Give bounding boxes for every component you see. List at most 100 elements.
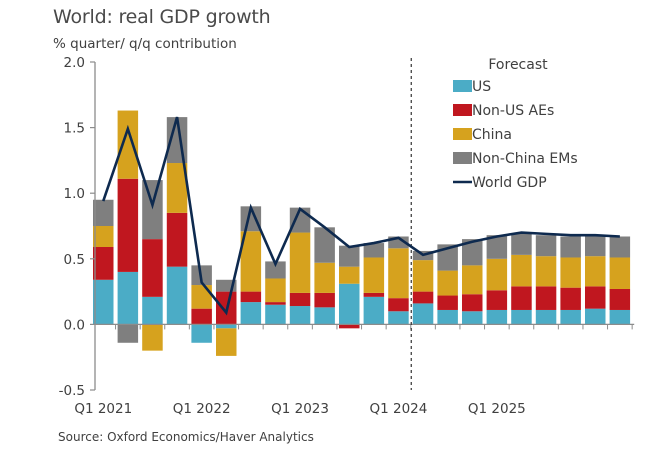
bar-segment-us — [560, 309, 581, 325]
bar-segment-china — [166, 163, 188, 213]
bar-segment-non-us-aes — [462, 294, 483, 312]
bar-segment-non-us-aes — [585, 286, 606, 309]
bar-segment-non-china-ems — [535, 235, 557, 257]
bar-segment-non-us-aes — [412, 291, 434, 304]
x-tick-label: Q1 2024 — [370, 401, 428, 417]
bar-segment-non-us-aes — [511, 286, 532, 310]
bar-segment-china — [560, 257, 581, 288]
bars-group — [93, 110, 631, 356]
bar-segment-non-us-aes — [265, 302, 286, 305]
bar-segment-non-china-ems — [363, 243, 385, 258]
legend-swatch-china — [453, 128, 472, 140]
bar-segment-china — [117, 110, 139, 179]
bar-segment-us — [511, 309, 532, 325]
bar-segment-non-china-ems — [609, 236, 631, 258]
legend-label: Non-US AEs — [472, 103, 554, 119]
bar-segment-us — [117, 271, 139, 325]
legend-label: World GDP — [472, 175, 547, 191]
bar-segment-us — [216, 324, 237, 329]
x-tick-label: Q1 2025 — [468, 401, 526, 417]
world-gdp-line-group — [102, 116, 620, 316]
bar-segment-china — [216, 328, 237, 356]
bar-segment-us — [585, 308, 606, 325]
bar-segment-non-china-ems — [93, 199, 114, 226]
bar-segment-china — [437, 270, 458, 296]
chart-title: World: real GDP growth — [53, 6, 271, 28]
bar-segment-non-china-ems — [117, 324, 139, 343]
bar-segment-china — [486, 258, 508, 291]
bar-segment-us — [609, 309, 631, 325]
bar-segment-non-us-aes — [437, 295, 458, 310]
bar-segment-china — [240, 231, 262, 292]
y-tick-label: 0.5 — [64, 252, 85, 268]
bar-segment-us — [535, 309, 557, 325]
bar-segment-non-us-aes — [339, 324, 360, 329]
bar-segment-non-us-aes — [191, 308, 212, 325]
bar-segment-china — [191, 285, 212, 309]
legend: Forecast US Non-US AEs China Non-China EMs Wo… — [453, 57, 578, 191]
y-tick-label: 2.0 — [64, 55, 85, 71]
source-note: Source: Oxford Economics/Haver Analytics — [58, 430, 314, 444]
bar-segment-non-china-ems — [585, 235, 606, 257]
bar-segment-china — [93, 226, 114, 247]
bar-segment-non-china-ems — [486, 235, 508, 259]
bar-segment-non-china-ems — [265, 261, 286, 279]
y-tick-label: 1.5 — [64, 121, 85, 137]
legend-label: China — [472, 127, 512, 143]
bar-segment-non-us-aes — [117, 178, 139, 272]
bar-segment-non-china-ems — [314, 227, 335, 263]
bar-segment-non-us-aes — [609, 288, 631, 310]
bar-segment-us — [363, 296, 385, 325]
bar-segment-non-china-ems — [388, 236, 409, 249]
bar-segment-non-china-ems — [339, 245, 360, 267]
bar-segment-us — [388, 311, 409, 325]
legend-label: Non-China EMs — [472, 151, 578, 167]
bar-segment-non-us-aes — [240, 291, 262, 303]
bar-segment-non-us-aes — [314, 292, 335, 308]
bar-segment-us — [93, 279, 114, 325]
bar-segment-us — [265, 304, 286, 325]
bar-segment-china — [314, 262, 335, 293]
y-tick-label: 0.0 — [64, 317, 85, 333]
bar-segment-non-us-aes — [486, 290, 508, 310]
bar-segment-non-us-aes — [535, 286, 557, 310]
x-tick-label: Q1 2022 — [173, 401, 231, 417]
bar-segment-us — [240, 302, 262, 325]
bar-segment-china — [609, 257, 631, 289]
bar-segment-us — [166, 266, 188, 325]
bar-segment-non-us-aes — [289, 292, 311, 307]
bar-segment-non-china-ems — [511, 233, 532, 255]
x-tick-label: Q1 2023 — [271, 401, 329, 417]
y-tick-label: 1.0 — [64, 186, 85, 202]
x-tick-label: Q1 2021 — [74, 401, 132, 417]
bar-segment-non-us-aes — [560, 287, 581, 310]
bar-segment-us — [289, 306, 311, 325]
bar-segment-non-china-ems — [216, 279, 237, 292]
forecast-label: Forecast — [488, 57, 548, 73]
bar-segment-non-us-aes — [388, 298, 409, 312]
bar-segment-us — [339, 283, 360, 325]
bar-segment-non-china-ems — [462, 239, 483, 266]
bar-segment-china — [462, 265, 483, 295]
bar-segment-china — [363, 257, 385, 293]
bar-segment-us — [486, 309, 508, 325]
bar-segment-china — [585, 256, 606, 287]
legend-swatch-non-china-ems — [453, 152, 472, 164]
bar-segment-non-china-ems — [560, 236, 581, 258]
bar-segment-non-us-aes — [93, 246, 114, 280]
bar-segment-us — [314, 307, 335, 325]
legend-swatch-us — [453, 80, 472, 92]
bar-segment-china — [388, 248, 409, 299]
bar-segment-china — [339, 266, 360, 284]
y-axis-label: % quarter/ q/q contribution — [53, 36, 237, 52]
axes-group: 2.0 1.5 1.0 0.5 0.0 -0.5 Q1 2021 Q1 2022 Q1 2023… — [59, 55, 635, 417]
bar-segment-non-us-aes — [142, 239, 163, 297]
legend-label: US — [472, 79, 491, 95]
bar-segment-us — [412, 303, 434, 325]
bar-segment-us — [191, 324, 212, 343]
world-gdp-line — [102, 116, 620, 316]
bar-segment-china — [142, 324, 163, 351]
bar-segment-us — [462, 311, 483, 325]
bar-segment-china — [412, 260, 434, 292]
